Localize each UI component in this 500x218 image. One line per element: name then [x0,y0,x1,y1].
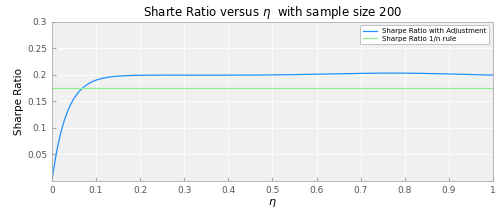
Sharpe Ratio with Adjustment [72,96,78,99]
Line: Sharpe Ratio with Adjustment: Sharpe Ratio with Adjustment [52,73,493,179]
Sharpe Ratio with Adjustment [388,72,394,74]
Y-axis label: Sharpe Ratio: Sharpe Ratio [14,68,24,135]
Sharpe Ratio with Adjustment [477,73,483,76]
Sharpe Ratio with Adjustment [252,74,258,76]
Sharpe Ratio with Adjustment [478,73,484,76]
Sharpe Ratio with Adjustment [396,72,402,74]
Legend: Sharpe Ratio with Adjustment, Sharpe Ratio 1/n rule: Sharpe Ratio with Adjustment, Sharpe Rat… [360,25,490,44]
Title: Sharte Ratio versus $\eta$  with sample size 200: Sharte Ratio versus $\eta$ with sample s… [143,4,402,21]
X-axis label: $\eta$: $\eta$ [268,198,277,209]
Sharpe Ratio with Adjustment [264,74,270,76]
Sharpe Ratio with Adjustment [490,74,496,77]
Sharpe Ratio with Adjustment [49,178,55,181]
